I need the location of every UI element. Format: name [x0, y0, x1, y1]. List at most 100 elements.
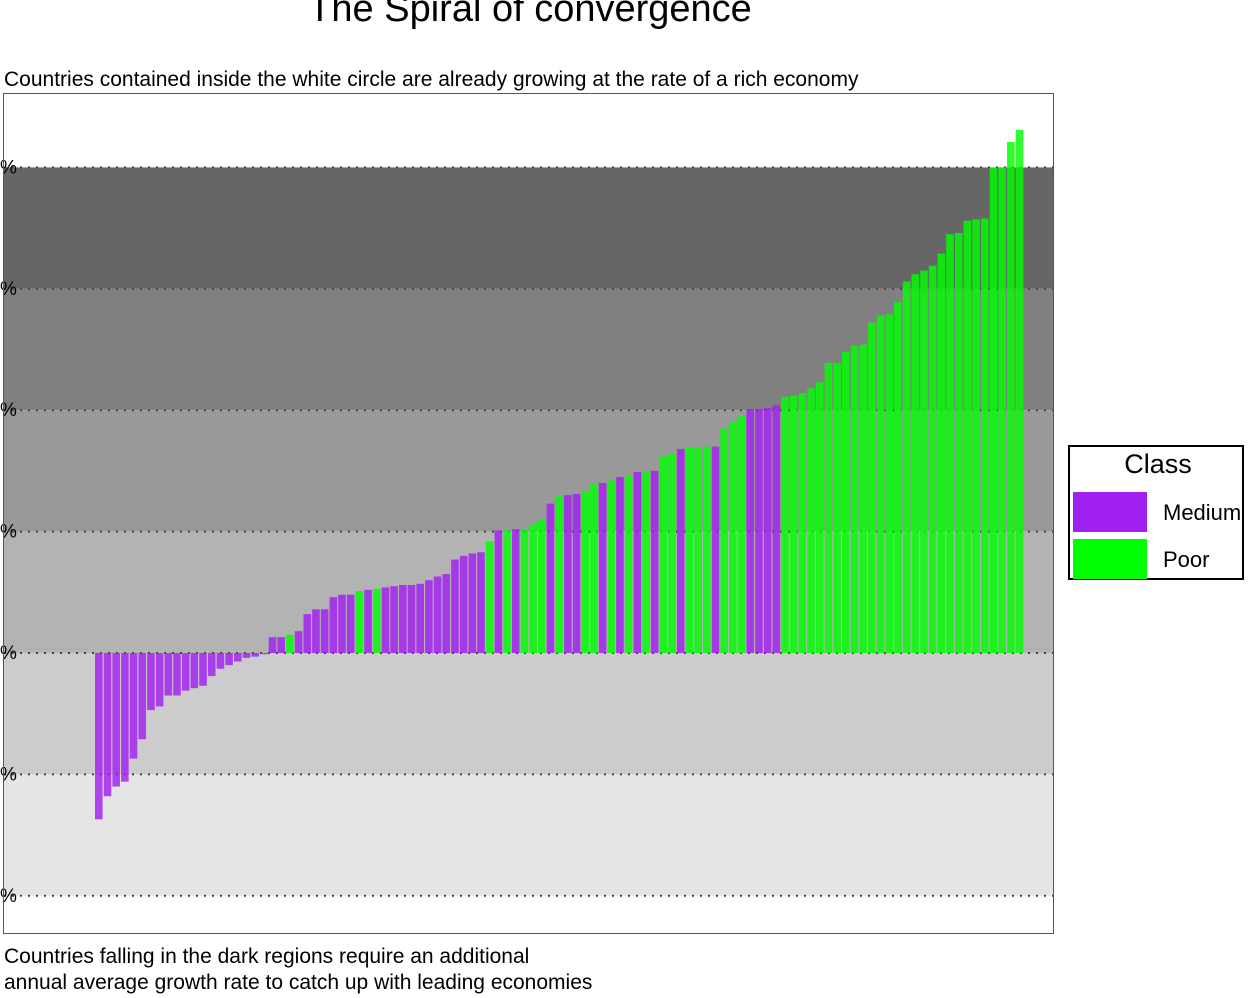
bar-37 [416, 583, 424, 653]
bar-102 [980, 218, 989, 653]
bar-0 [95, 653, 103, 820]
bar-7 [155, 653, 164, 707]
legend-item-medium: Medium [1072, 492, 1244, 534]
bar-68 [685, 447, 694, 653]
legend-label-poor: Poor [1163, 547, 1210, 572]
bar-95 [920, 270, 928, 653]
bar-100 [963, 220, 972, 653]
bar-56 [581, 491, 590, 653]
bar-1 [103, 653, 112, 797]
bar-75 [746, 408, 755, 653]
bar-84 [824, 362, 833, 653]
bar-6 [147, 653, 155, 711]
bar-49 [520, 529, 529, 653]
bar-29 [346, 594, 355, 653]
bar-15 [225, 653, 233, 666]
bar-25 [312, 609, 320, 653]
bar-3 [121, 653, 129, 782]
bar-66 [668, 453, 676, 653]
bar-85 [833, 362, 841, 653]
bar-101 [972, 219, 980, 653]
bar-27 [329, 597, 338, 653]
legend-label-medium: Medium [1163, 500, 1242, 525]
bar-18 [251, 653, 259, 657]
bar-82 [807, 388, 815, 653]
bar-79 [781, 396, 789, 653]
bar-51 [537, 519, 546, 653]
bar-77 [763, 407, 772, 653]
bar-105 [1007, 141, 1015, 653]
bar-38 [425, 580, 433, 653]
bar-41 [451, 559, 459, 653]
bar-22 [286, 634, 294, 653]
bar-50 [529, 524, 537, 653]
bar-30 [355, 591, 364, 653]
bar-39 [433, 576, 442, 653]
bar-78 [772, 405, 781, 653]
bar-67 [676, 449, 685, 653]
caption-line-2: annual average growth rate to catch up w… [4, 971, 593, 994]
bar-4 [129, 653, 138, 759]
bar-58 [598, 483, 607, 653]
bar-61 [624, 475, 633, 653]
bar-9 [173, 653, 181, 696]
y-tick-label-3: % [0, 522, 17, 543]
bar-8 [164, 653, 173, 696]
bar-69 [694, 447, 702, 653]
bar-44 [477, 552, 485, 653]
bar-14 [216, 653, 225, 669]
bar-55 [572, 493, 581, 653]
bar-11 [190, 653, 199, 689]
bar-81 [798, 393, 807, 653]
bar-43 [468, 553, 477, 653]
legend-swatch-medium [1073, 492, 1147, 532]
bar-21 [277, 637, 286, 653]
bar-89 [868, 322, 876, 653]
plot-area: %%%%%%% [0, 93, 1054, 934]
bar-60 [616, 476, 624, 653]
y-tick-label-6: % [0, 157, 17, 178]
y-tick-label-0: % [0, 886, 17, 907]
bar-19 [260, 653, 268, 655]
y-tick-label-1: % [0, 764, 17, 785]
bar-87 [850, 345, 859, 653]
bar-90 [876, 315, 885, 653]
bar-47 [503, 530, 511, 653]
bar-36 [407, 585, 416, 653]
bar-52 [546, 503, 555, 653]
bar-106 [1015, 129, 1024, 653]
bar-42 [459, 555, 468, 653]
bars [95, 129, 1024, 820]
bar-93 [902, 281, 911, 653]
bar-80 [789, 395, 798, 653]
bar-104 [998, 167, 1006, 653]
bar-59 [607, 480, 616, 653]
caption-line-1: Countries falling in the dark regions re… [4, 945, 530, 968]
bar-23 [294, 631, 303, 653]
bar-64 [650, 470, 659, 653]
bar-74 [737, 416, 746, 653]
y-tick-label-4: % [0, 400, 17, 421]
bar-57 [590, 484, 598, 653]
bar-73 [729, 421, 737, 653]
plot-border [3, 93, 1054, 934]
bar-16 [233, 653, 242, 662]
bar-40 [442, 574, 451, 653]
bar-13 [207, 653, 216, 677]
chart-caption: Countries falling in the dark regions re… [4, 944, 764, 996]
bar-32 [372, 588, 381, 653]
bar-97 [937, 253, 946, 653]
bar-26 [320, 609, 329, 653]
band-5 [4, 774, 1053, 896]
y-tick-label-5: % [0, 279, 17, 300]
bar-98 [946, 234, 954, 654]
bar-54 [564, 495, 572, 653]
y-tick-labels: %%%%%%% [0, 157, 17, 906]
legend-swatch-poor [1073, 539, 1147, 579]
bar-53 [555, 496, 563, 653]
bar-94 [911, 274, 920, 653]
bar-20 [268, 637, 277, 653]
bar-2 [112, 653, 120, 787]
bar-76 [755, 408, 763, 653]
bar-48 [511, 529, 520, 653]
